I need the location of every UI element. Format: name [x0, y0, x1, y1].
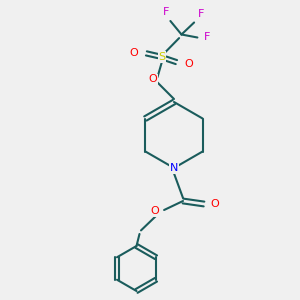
- Text: O: O: [130, 47, 139, 58]
- Text: O: O: [184, 58, 193, 69]
- Text: O: O: [150, 206, 159, 217]
- Text: O: O: [148, 74, 158, 85]
- Text: N: N: [170, 163, 178, 173]
- Text: O: O: [210, 199, 219, 209]
- Text: F: F: [198, 9, 204, 19]
- Text: S: S: [158, 52, 166, 62]
- Text: F: F: [204, 32, 210, 43]
- Text: F: F: [163, 7, 170, 17]
